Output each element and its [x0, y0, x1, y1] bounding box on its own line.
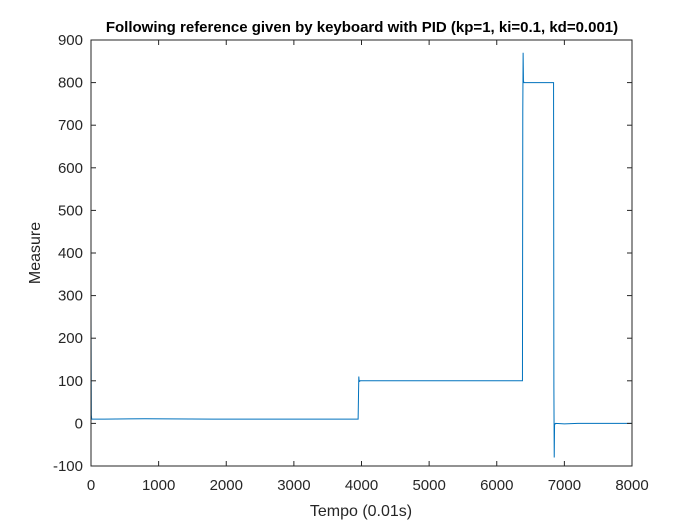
y-tick-label: 0: [75, 415, 83, 432]
y-tick-label: 800: [58, 75, 83, 92]
y-tick-label: 200: [58, 330, 83, 347]
x-tick-label: 0: [87, 477, 95, 494]
y-tick-label: -100: [53, 458, 83, 475]
x-tick-label: 3000: [277, 477, 310, 494]
series-line: [90, 52, 632, 458]
y-tick-label: 700: [58, 117, 83, 134]
y-axis: -100 0 100 200 300 400 500 600 700 800 900: [53, 32, 632, 475]
y-tick-label: 600: [58, 160, 83, 177]
x-axis-label: Tempo (0.01s): [310, 503, 412, 520]
x-tick-label: 4000: [345, 477, 378, 494]
y-tick-label: 300: [58, 288, 83, 305]
x-tick-label: 2000: [210, 477, 243, 494]
plot-area: [91, 40, 632, 466]
y-tick-label: 100: [58, 373, 83, 390]
y-axis-label: Measure: [27, 222, 44, 284]
chart-title: Following reference given by keyboard wi…: [106, 19, 618, 36]
series-layer: [90, 52, 632, 458]
y-tick-label: 400: [58, 245, 83, 262]
x-tick-label: 1000: [142, 477, 175, 494]
x-axis: 0 1000 2000 3000 4000 5000 6000 7000 8000: [87, 40, 649, 494]
x-tick-label: 8000: [615, 477, 648, 494]
y-tick-label: 900: [58, 32, 83, 49]
x-tick-label: 7000: [548, 477, 581, 494]
y-tick-label: 500: [58, 202, 83, 219]
x-tick-label: 6000: [480, 477, 513, 494]
x-tick-label: 5000: [412, 477, 445, 494]
